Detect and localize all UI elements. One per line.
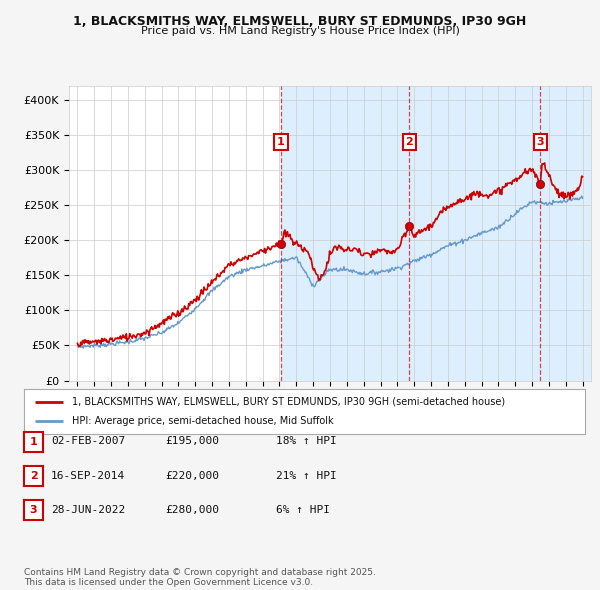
Text: £220,000: £220,000 (165, 471, 219, 480)
Text: £195,000: £195,000 (165, 437, 219, 446)
Text: 6% ↑ HPI: 6% ↑ HPI (276, 505, 330, 514)
Text: 2: 2 (30, 471, 37, 481)
Text: 21% ↑ HPI: 21% ↑ HPI (276, 471, 337, 480)
Text: 1: 1 (277, 137, 285, 147)
Text: 1, BLACKSMITHS WAY, ELMSWELL, BURY ST EDMUNDS, IP30 9GH (semi-detached house): 1, BLACKSMITHS WAY, ELMSWELL, BURY ST ED… (71, 397, 505, 407)
Text: 16-SEP-2014: 16-SEP-2014 (51, 471, 125, 480)
Text: £280,000: £280,000 (165, 505, 219, 514)
Text: Price paid vs. HM Land Registry's House Price Index (HPI): Price paid vs. HM Land Registry's House … (140, 26, 460, 36)
Text: HPI: Average price, semi-detached house, Mid Suffolk: HPI: Average price, semi-detached house,… (71, 417, 334, 426)
Bar (281, 86, 409, 381)
Text: Contains HM Land Registry data © Crown copyright and database right 2025.
This d: Contains HM Land Registry data © Crown c… (24, 568, 376, 587)
Text: 18% ↑ HPI: 18% ↑ HPI (276, 437, 337, 446)
Text: 3: 3 (30, 506, 37, 515)
Text: 3: 3 (536, 137, 544, 147)
Text: 02-FEB-2007: 02-FEB-2007 (51, 437, 125, 446)
Text: 1, BLACKSMITHS WAY, ELMSWELL, BURY ST EDMUNDS, IP30 9GH: 1, BLACKSMITHS WAY, ELMSWELL, BURY ST ED… (73, 15, 527, 28)
Bar (409, 86, 541, 381)
Text: 28-JUN-2022: 28-JUN-2022 (51, 505, 125, 514)
Text: 1: 1 (30, 437, 37, 447)
Bar (541, 86, 591, 381)
Text: 2: 2 (406, 137, 413, 147)
